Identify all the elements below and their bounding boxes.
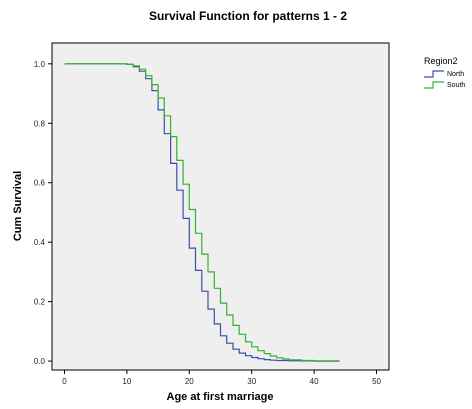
x-tick-label: 20 [185, 377, 194, 386]
y-tick-label: 0.6 [34, 179, 46, 188]
legend-label-north: North [447, 71, 464, 78]
x-axis: 0 10 20 30 40 50 [62, 370, 382, 386]
y-axis: 0.0 0.2 0.4 0.6 0.8 1.0 [34, 60, 52, 366]
series-layer [64, 63, 340, 362]
y-tick-label: 1.0 [34, 60, 46, 69]
series-line-south [64, 63, 340, 362]
legend-swatch-north [424, 70, 444, 78]
x-axis-label: Age at first marriage [167, 391, 274, 403]
x-tick-label: 40 [310, 377, 319, 386]
plot-area [51, 42, 390, 371]
y-axis-label: Cum Survival [12, 171, 24, 241]
y-tick-label: 0.4 [34, 238, 46, 247]
x-tick-label: 30 [247, 377, 256, 386]
y-tick-label: 0.8 [34, 119, 46, 128]
legend-title: Region2 [424, 56, 458, 66]
x-tick-label: 50 [372, 377, 381, 386]
legend-swatch-south [424, 81, 444, 89]
x-tick-label: 0 [62, 377, 67, 386]
y-tick-label: 0.2 [34, 298, 46, 307]
y-tick-label: 0.0 [34, 357, 46, 366]
x-tick-label: 10 [122, 377, 131, 386]
legend-label-south: South [447, 82, 465, 89]
chart-title: Survival Function for patterns 1 - 2 [149, 9, 347, 23]
legend: Region2 North South [424, 56, 465, 89]
